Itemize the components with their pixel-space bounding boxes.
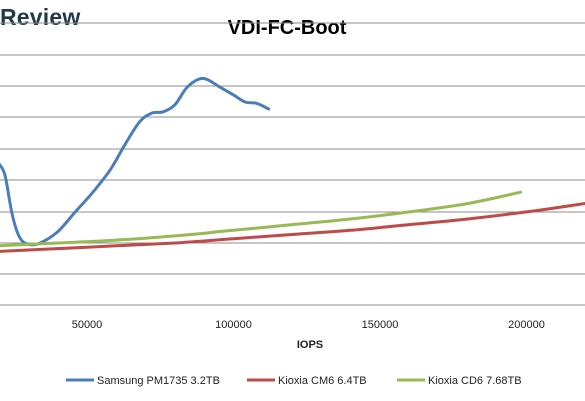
series-line-3	[0, 190, 523, 248]
x-tick-label: 50000	[72, 319, 103, 331]
brand-logo: Review	[0, 4, 81, 30]
x-tick-label: 200000	[508, 319, 545, 331]
legend-label: Kioxia CD6 7.68TB	[428, 375, 522, 387]
x-axis-ticks: 50000 100000 150000 200000	[72, 319, 545, 331]
series-line-1	[0, 76, 271, 247]
gridlines	[0, 22, 585, 306]
chart-title: VDI-FC-Boot	[228, 17, 347, 39]
x-tick-label: 150000	[362, 319, 399, 331]
x-tick-label: 100000	[215, 319, 252, 331]
series-lines	[0, 76, 585, 253]
legend-label: Samsung PM1735 3.2TB	[97, 375, 220, 387]
legend-label: Kioxia CM6 6.4TB	[278, 375, 367, 387]
x-axis-label: IOPS	[297, 339, 323, 351]
series-line-2	[0, 202, 585, 253]
legend: Samsung PM1735 3.2TB Kioxia CM6 6.4TB Kiox…	[66, 375, 522, 387]
